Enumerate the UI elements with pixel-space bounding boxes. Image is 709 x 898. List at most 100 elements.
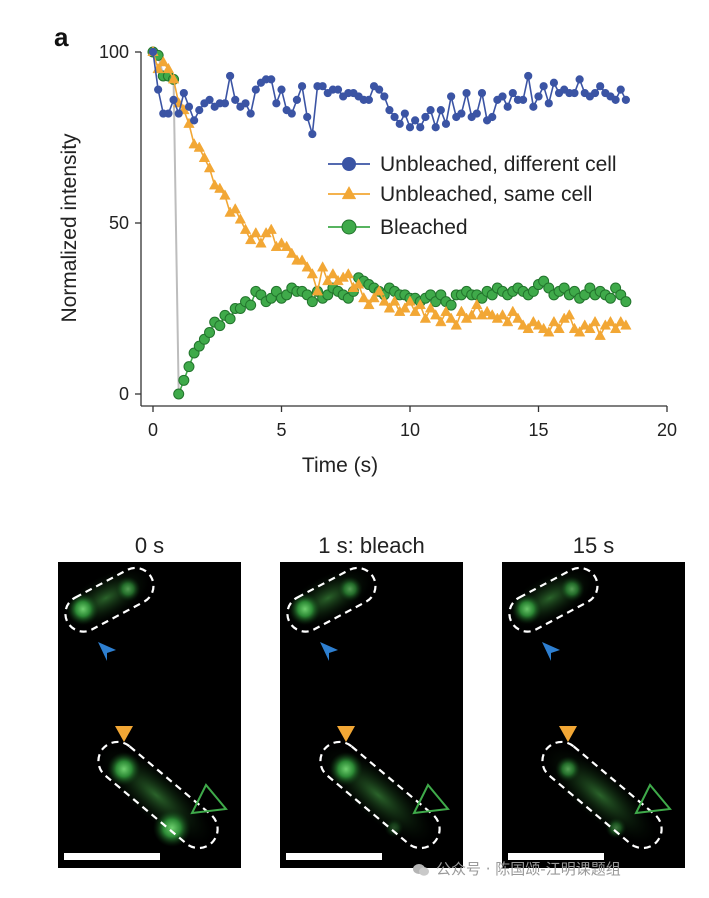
x-tick-label: 0 <box>148 420 158 440</box>
unbleached-different-cell-point <box>503 102 512 111</box>
bleached-point <box>620 296 632 308</box>
green-arrowhead <box>634 783 672 815</box>
bottom-cell-spot <box>329 752 363 786</box>
unbleached-same-cell-point <box>358 291 370 303</box>
unbleached-same-cell-point <box>414 298 426 310</box>
x-axis-label: Time (s) <box>302 454 378 477</box>
unbleached-same-cell-point <box>537 322 550 334</box>
blue-arrowhead <box>320 642 338 661</box>
unbleached-different-cell-point <box>544 99 553 108</box>
y-tick-label: 100 <box>99 42 129 62</box>
unbleached-same-cell-point <box>373 285 385 296</box>
unbleached-same-cell-point <box>363 298 375 310</box>
unbleached-different-cell-point <box>518 95 528 104</box>
bottom-cell-spot <box>107 752 141 786</box>
unbleached-same-cell-point <box>322 274 334 286</box>
unbleached-different-cell-point <box>184 102 194 111</box>
unbleached-same-cell-point <box>445 312 457 323</box>
unbleached-same-cell-point <box>275 237 288 248</box>
unbleached-same-cell-point <box>481 305 493 316</box>
unbleached-same-cell-point <box>440 305 452 316</box>
unbleached-same-cell-point <box>419 312 432 323</box>
unbleached-different-cell-point <box>241 99 250 108</box>
unbleached-same-cell-point <box>327 268 339 279</box>
orange-arrowhead <box>115 726 133 742</box>
unbleached-same-cell-point <box>507 305 519 316</box>
bottom-cell-outline <box>319 740 441 850</box>
unbleached-different-cell-point <box>421 112 430 122</box>
unbleached-different-cell-point <box>549 78 559 87</box>
micrograph-image <box>506 566 672 860</box>
unbleached-same-cell-point <box>219 189 231 200</box>
unbleached-same-cell-point <box>424 302 437 313</box>
orange-arrowhead <box>337 726 355 742</box>
bleached-point <box>245 299 257 311</box>
unbleached-same-cell-point <box>316 261 329 272</box>
micrograph-title-15s: 15 s <box>572 533 615 558</box>
unbleached-same-cell-point <box>589 315 601 327</box>
unbleached-same-cell-point <box>193 141 205 152</box>
x-tick-label: 20 <box>657 420 677 440</box>
unbleached-different-cell-point <box>529 102 538 111</box>
unbleached-different-cell-point <box>436 106 445 115</box>
unbleached-same-cell-point <box>368 291 380 303</box>
top-cell-spot <box>115 576 141 602</box>
unbleached-different-cell-point <box>333 85 343 94</box>
unbleached-same-cell-point <box>466 309 478 320</box>
unbleached-different-cell-point <box>148 47 158 57</box>
bottom-cell-spot <box>555 756 581 782</box>
bottom-cell-spot <box>384 818 404 838</box>
bottom-cell-outline <box>97 740 219 850</box>
micrograph-15s <box>502 562 685 868</box>
unbleached-different-cell-point <box>380 92 389 101</box>
unbleached-different-cell-point <box>220 99 230 108</box>
unbleached-same-cell-point <box>579 319 591 330</box>
unbleached-same-cell-point <box>548 315 560 327</box>
watermark: 公众号 · 陈国颂-江明课题组 <box>412 858 621 879</box>
unbleached-different-cell-point <box>303 112 312 122</box>
unbleached-different-cell-point <box>287 109 296 118</box>
micrograph-image <box>284 566 450 860</box>
unbleached-same-cell-point <box>471 298 483 310</box>
unbleached-different-cell-point <box>154 85 163 94</box>
unbleached-same-cell-point <box>430 309 442 320</box>
unbleached-different-cell-point <box>169 95 178 104</box>
scale-bar <box>286 853 382 860</box>
unbleached-same-cell-point <box>512 312 524 323</box>
y-tick-label: 0 <box>119 384 129 404</box>
top-cell-spot <box>337 576 363 602</box>
green-arrowhead <box>412 783 450 815</box>
unbleached-different-cell-point <box>508 88 517 98</box>
unbleached-different-cell-point <box>246 109 255 118</box>
unbleached-same-cell-point <box>157 55 169 67</box>
unbleached-different-cell-point <box>292 95 302 104</box>
wechat-icon <box>413 863 429 876</box>
unbleached-same-cell-point <box>496 309 509 320</box>
unbleached-same-cell-point <box>162 62 175 74</box>
unbleached-different-cell-point <box>164 109 173 118</box>
unbleached-different-cell-point <box>395 119 404 128</box>
unbleached-same-cell-point <box>388 295 401 306</box>
unbleached-different-cell-point <box>195 106 204 115</box>
unbleached-different-cell-point <box>364 95 373 104</box>
unbleached-same-cell-point <box>286 247 298 258</box>
unbleached-same-cell-point <box>399 302 411 313</box>
y-tick-label: 50 <box>109 213 129 233</box>
unbleached-same-cell-point <box>188 138 200 149</box>
unbleached-same-cell-point <box>455 305 468 316</box>
bleached-point <box>183 361 195 373</box>
unbleached-different-cell-point <box>267 75 276 84</box>
bleached-point <box>173 388 185 400</box>
unbleached-same-cell-point <box>584 322 596 334</box>
unbleached-different-cell-point <box>498 92 507 101</box>
unbleached-same-cell-point <box>378 295 390 306</box>
unbleached-same-cell-point <box>214 182 226 193</box>
unbleached-different-cell-point <box>472 109 481 118</box>
bottom-cell-glow <box>322 746 434 844</box>
legend-label-bleached: Bleached <box>380 216 468 239</box>
micrograph-image <box>62 566 228 860</box>
unbleached-same-cell-point <box>203 162 216 173</box>
unbleached-different-cell-point <box>174 109 183 118</box>
bleached-point <box>204 326 216 338</box>
panel-label: a <box>54 22 69 52</box>
